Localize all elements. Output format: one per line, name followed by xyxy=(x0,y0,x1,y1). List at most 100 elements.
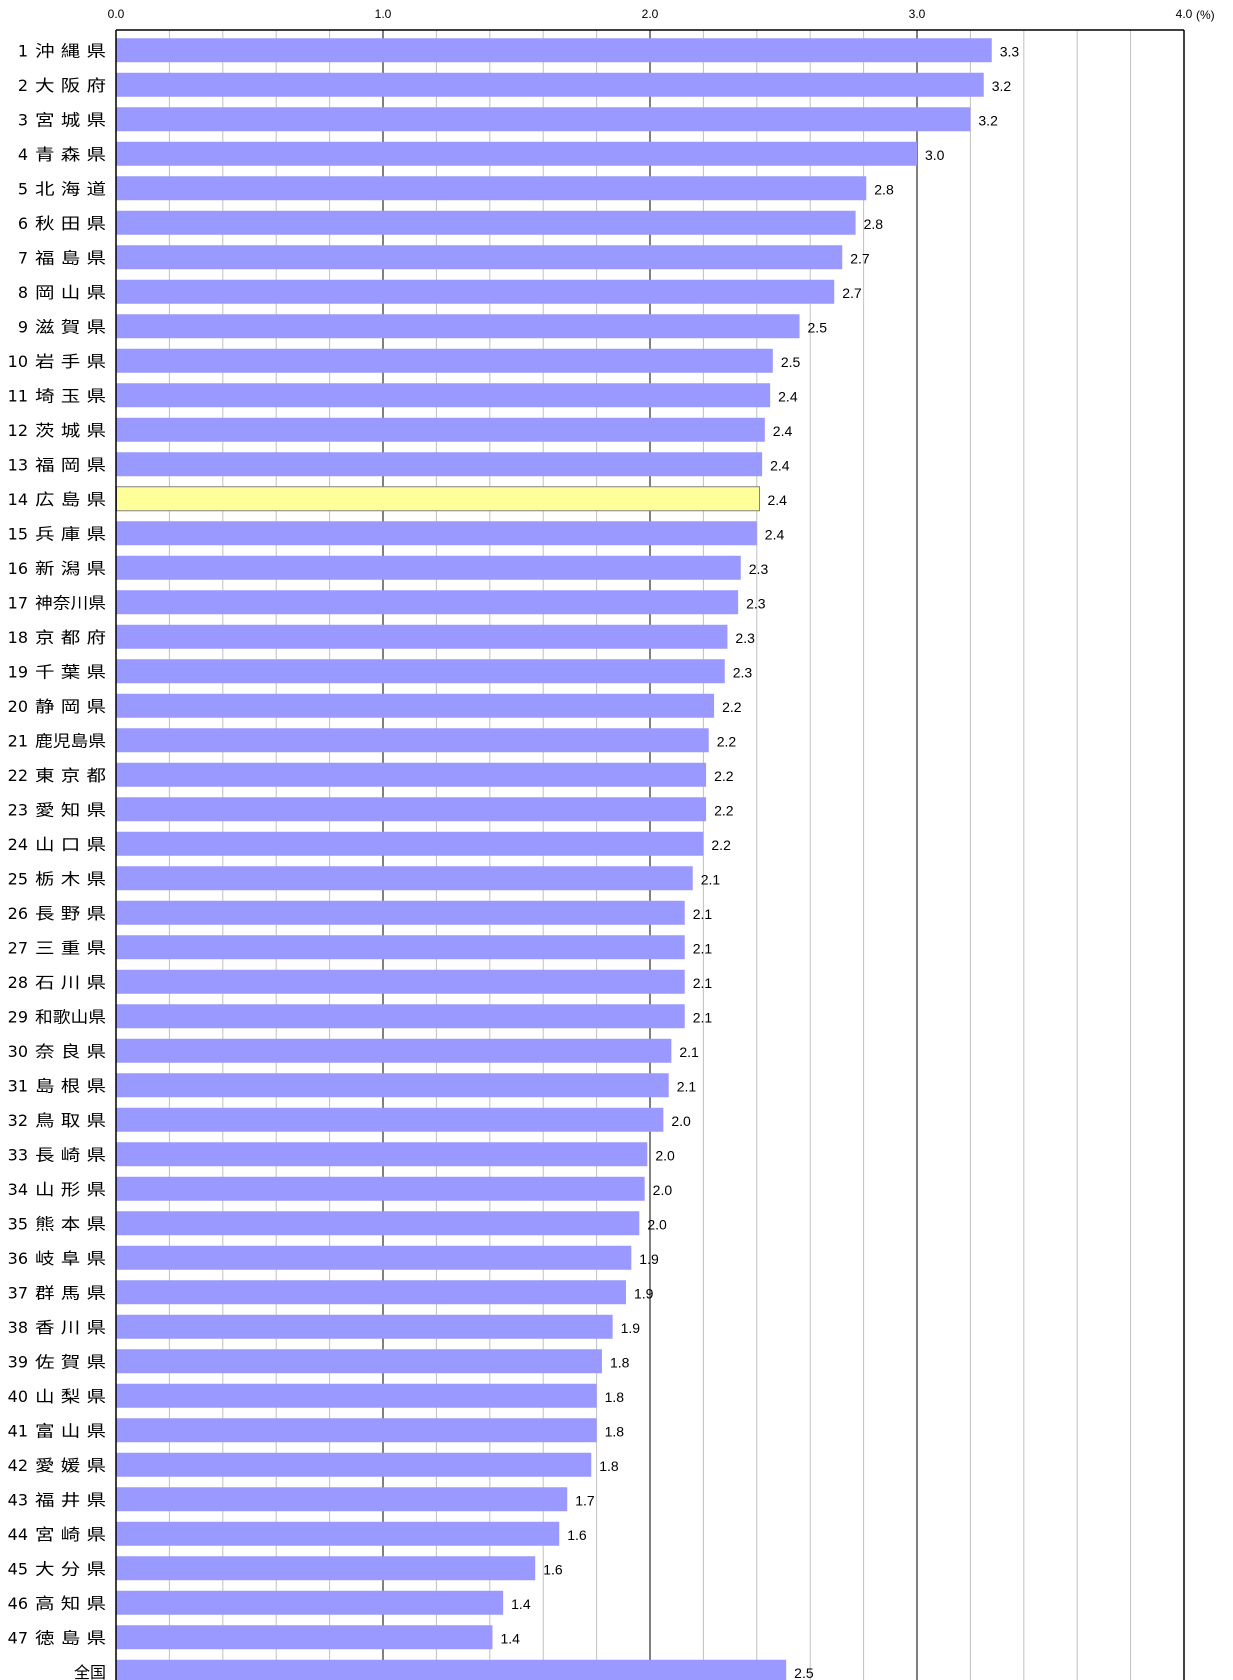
data-label: 2.7 xyxy=(850,250,870,266)
bar xyxy=(116,38,992,63)
data-label: 3.3 xyxy=(1000,43,1020,59)
rank-label: 6 xyxy=(18,214,28,233)
rank-label: 34 xyxy=(8,1180,28,1199)
rank-label: 3 xyxy=(18,110,28,129)
category-label: 愛 媛 県 xyxy=(35,1456,106,1475)
category-label: 大 分 県 xyxy=(35,1559,106,1578)
category-label: 茨 城 県 xyxy=(35,421,106,440)
rank-label: 37 xyxy=(8,1283,28,1302)
data-label: 2.1 xyxy=(693,1009,713,1025)
bar xyxy=(116,1073,669,1098)
unit-label: (%) xyxy=(1196,8,1215,22)
rank-label: 12 xyxy=(8,421,28,440)
rank-label: 42 xyxy=(8,1456,28,1475)
bar xyxy=(116,1038,672,1063)
category-label: 長 野 県 xyxy=(35,904,106,923)
data-label: 2.4 xyxy=(770,457,790,473)
category-label: 奈 良 県 xyxy=(35,1042,106,1061)
category-label: 香 川 県 xyxy=(35,1318,106,1337)
rank-label: 29 xyxy=(8,1007,28,1026)
category-label: 富 山 県 xyxy=(35,1421,106,1440)
category-label: 岩 手 県 xyxy=(35,352,106,371)
category-label: 広 島 県 xyxy=(35,490,106,509)
rank-label: 15 xyxy=(8,524,28,543)
rank-label: 20 xyxy=(8,697,28,716)
data-label: 2.1 xyxy=(693,906,713,922)
rank-label: 39 xyxy=(8,1352,28,1371)
data-label: 1.9 xyxy=(634,1285,654,1301)
category-label: 高 知 県 xyxy=(35,1594,106,1613)
category-label: 京 都 府 xyxy=(35,628,106,647)
data-label: 2.3 xyxy=(733,664,753,680)
bar xyxy=(116,1245,632,1270)
bar xyxy=(116,176,867,201)
rank-label: 33 xyxy=(8,1145,28,1164)
data-label: 2.1 xyxy=(701,871,721,887)
rank-label: 24 xyxy=(8,835,28,854)
rank-label: 40 xyxy=(8,1387,28,1406)
bar xyxy=(116,1487,568,1512)
category-label: 三 重 県 xyxy=(35,938,106,957)
data-label: 2.1 xyxy=(677,1078,697,1094)
category-label: 山 梨 県 xyxy=(35,1387,106,1406)
bar xyxy=(116,659,725,684)
bar xyxy=(116,141,917,166)
bar xyxy=(116,1452,592,1477)
rank-label: 43 xyxy=(8,1490,28,1509)
rank-label: 28 xyxy=(8,973,28,992)
bar xyxy=(116,107,971,132)
bar xyxy=(116,900,685,925)
bar xyxy=(116,521,757,546)
data-label: 3.0 xyxy=(925,147,945,163)
data-label: 1.9 xyxy=(639,1251,659,1267)
data-label: 2.1 xyxy=(693,975,713,991)
rank-label: 35 xyxy=(8,1214,28,1233)
bar xyxy=(116,797,707,822)
rank-label: 17 xyxy=(8,593,28,612)
category-label: 福 島 県 xyxy=(35,248,106,267)
bar xyxy=(116,1383,597,1408)
bar xyxy=(116,314,800,339)
rank-label: 26 xyxy=(8,904,28,923)
rank-label: 47 xyxy=(8,1628,28,1647)
data-label: 2.3 xyxy=(749,561,769,577)
category-label: 福 井 県 xyxy=(35,1490,106,1509)
bar xyxy=(116,866,693,891)
rank-label: 10 xyxy=(8,352,28,371)
bar xyxy=(116,245,843,270)
bar-highlight xyxy=(116,486,760,512)
bar xyxy=(116,831,704,856)
rank-label: 38 xyxy=(8,1318,28,1337)
category-label: 宮 崎 県 xyxy=(35,1525,106,1544)
data-label: 2.4 xyxy=(765,526,785,542)
category-label: 滋 賀 県 xyxy=(35,317,106,336)
category-label: 千 葉 県 xyxy=(35,662,106,681)
category-label: 青 森 県 xyxy=(35,145,106,164)
rank-label: 1 xyxy=(18,41,28,60)
data-label: 2.0 xyxy=(671,1113,691,1129)
x-tick-label: 4.0 xyxy=(1176,7,1193,21)
rank-label: 5 xyxy=(18,179,28,198)
data-label: 1.4 xyxy=(500,1630,520,1646)
rank-label: 46 xyxy=(8,1594,28,1613)
category-label: 長 崎 県 xyxy=(35,1145,106,1164)
data-label: 1.9 xyxy=(621,1320,641,1336)
rank-label: 11 xyxy=(8,386,28,405)
rank-label: 21 xyxy=(8,731,28,750)
bar xyxy=(116,1556,536,1581)
category-label: 愛 知 県 xyxy=(35,800,106,819)
data-label: 2.4 xyxy=(767,492,787,508)
data-label: 2.5 xyxy=(794,1665,814,1680)
bar xyxy=(116,590,739,615)
rank-label: 27 xyxy=(8,938,28,957)
rank-label: 45 xyxy=(8,1559,28,1578)
bar xyxy=(116,1211,640,1236)
rank-label: 14 xyxy=(8,490,28,509)
frame-layer xyxy=(115,29,1185,1680)
bar xyxy=(116,1280,626,1305)
x-tick-label: 1.0 xyxy=(375,7,392,21)
bar xyxy=(116,1142,648,1167)
data-label: 2.0 xyxy=(647,1216,667,1232)
rank-label: 9 xyxy=(18,317,28,336)
